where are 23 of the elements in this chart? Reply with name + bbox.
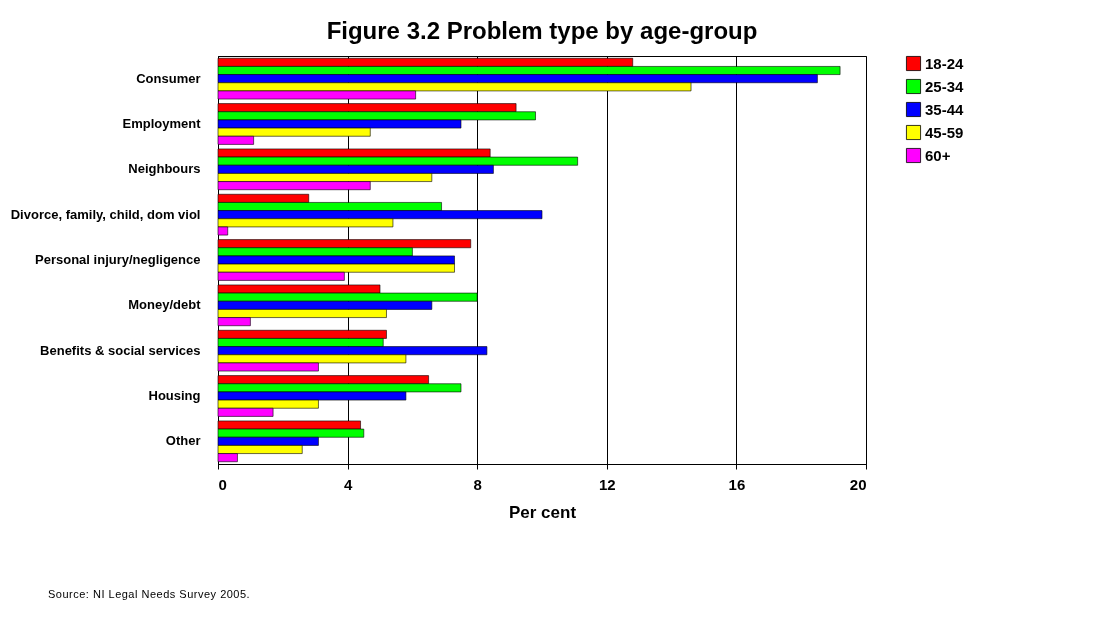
x-tick-label: 8 xyxy=(473,475,482,493)
legend-label: 25-34 xyxy=(925,77,965,95)
y-tick-label: Employment xyxy=(122,116,202,131)
legend-label: 45-59 xyxy=(925,123,964,141)
y-tick-label: Neighbours xyxy=(128,161,201,177)
y-tick-label: Benefits & social services xyxy=(40,342,201,358)
chart-title: Figure 3.2 Problem type by age-group xyxy=(326,17,758,44)
legend-label: 35-44 xyxy=(925,100,965,118)
y-tick-label: Other xyxy=(165,433,201,449)
y-tick-label: Housing xyxy=(148,388,201,403)
y-tick-label: Consumer xyxy=(136,70,201,86)
y-tick-label: Divorce, family, child, dom viol xyxy=(10,206,201,222)
x-tick-label: 0 xyxy=(218,475,227,493)
y-tick-label: Personal injury/negligence xyxy=(35,252,201,267)
y-tick-label: Money/debt xyxy=(128,297,202,313)
x-axis-title: Per cent xyxy=(508,502,577,522)
legend-label: 60+ xyxy=(925,146,951,164)
x-tick-label: 12 xyxy=(598,475,616,493)
x-tick-label: 16 xyxy=(728,475,746,493)
x-tick-label: 20 xyxy=(849,475,867,493)
source-note: Source: NI Legal Needs Survey 2005. xyxy=(48,588,251,600)
x-tick-label: 4 xyxy=(343,475,353,493)
legend-label: 18-24 xyxy=(925,54,965,72)
